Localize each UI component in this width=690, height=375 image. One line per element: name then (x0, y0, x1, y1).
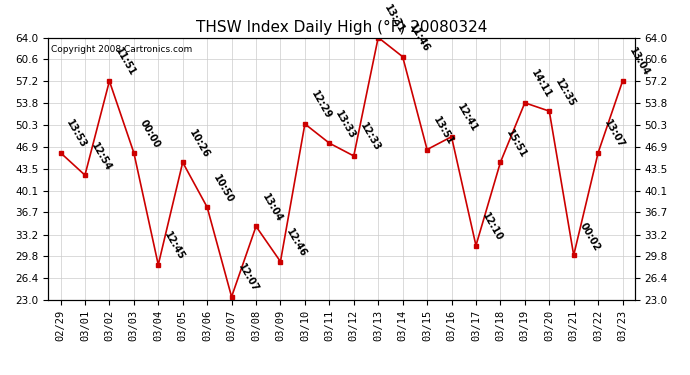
Text: 12:45: 12:45 (162, 230, 186, 262)
Text: 10:26: 10:26 (187, 128, 211, 160)
Text: 12:35: 12:35 (553, 76, 578, 108)
Text: 13:07: 13:07 (602, 118, 627, 150)
Text: 12:29: 12:29 (309, 89, 333, 121)
Text: 13:33: 13:33 (333, 108, 357, 140)
Text: 12:10: 12:10 (480, 211, 504, 243)
Title: THSW Index Daily High (°F) 20080324: THSW Index Daily High (°F) 20080324 (196, 20, 487, 35)
Text: 13:53: 13:53 (65, 118, 89, 150)
Text: 12:07: 12:07 (236, 262, 260, 294)
Text: 13:51: 13:51 (431, 115, 455, 147)
Text: 00:00: 00:00 (138, 118, 162, 150)
Text: 12:54: 12:54 (89, 141, 113, 172)
Text: 10:50: 10:50 (211, 172, 235, 204)
Text: 14:11: 14:11 (529, 68, 553, 100)
Text: 11:51: 11:51 (114, 46, 138, 78)
Text: 00:02: 00:02 (578, 220, 602, 252)
Text: 11:46: 11:46 (407, 22, 431, 54)
Text: 15:51: 15:51 (504, 128, 529, 160)
Text: 13:04: 13:04 (627, 46, 651, 78)
Text: 12:41: 12:41 (455, 102, 480, 134)
Text: 13:31: 13:31 (382, 3, 406, 35)
Text: Copyright 2008 Cartronics.com: Copyright 2008 Cartronics.com (51, 45, 193, 54)
Text: 13:04: 13:04 (260, 192, 284, 224)
Text: 12:33: 12:33 (358, 122, 382, 153)
Text: 12:46: 12:46 (284, 227, 309, 259)
